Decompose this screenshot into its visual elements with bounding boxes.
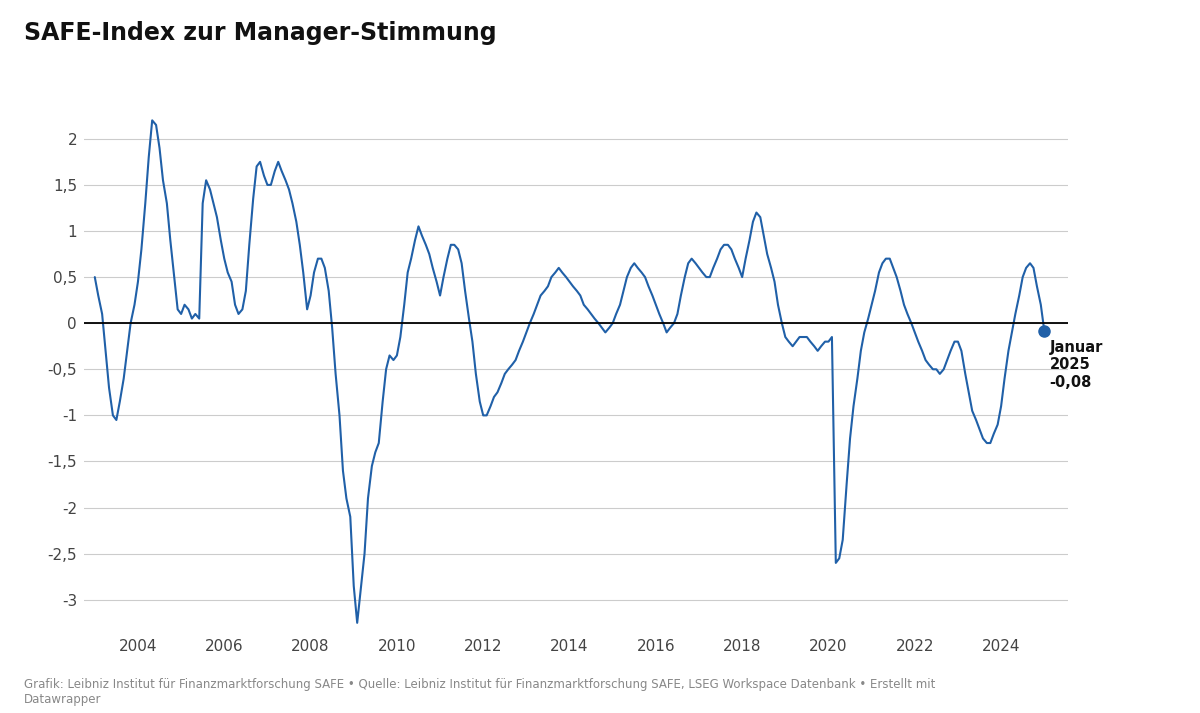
Text: Januar
2025
-0,08: Januar 2025 -0,08 — [1050, 340, 1103, 389]
Text: Grafik: Leibniz Institut für Finanzmarktforschung SAFE • Quelle: Leibniz Institu: Grafik: Leibniz Institut für Finanzmarkt… — [24, 678, 935, 706]
Text: SAFE-Index zur Manager-Stimmung: SAFE-Index zur Manager-Stimmung — [24, 21, 497, 46]
